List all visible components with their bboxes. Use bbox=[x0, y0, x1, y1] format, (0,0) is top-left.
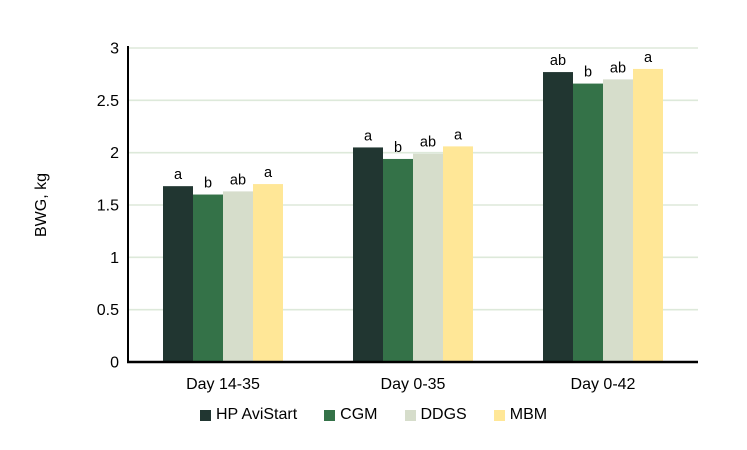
bar bbox=[383, 158, 413, 362]
legend-label-hp-avistart: HP AviStart bbox=[215, 406, 298, 423]
bar-significance-letter: a bbox=[454, 127, 463, 143]
y-tick-label: 0.5 bbox=[97, 302, 119, 319]
legend-item-mbm: MBM bbox=[493, 406, 548, 423]
legend-swatch-mbm bbox=[493, 409, 505, 421]
bar bbox=[633, 68, 663, 362]
bar bbox=[253, 184, 283, 362]
bar bbox=[573, 83, 603, 362]
bar-significance-letter: ab bbox=[420, 135, 436, 151]
bar bbox=[413, 153, 443, 362]
bar bbox=[603, 79, 633, 363]
bar-significance-letter: a bbox=[644, 50, 653, 66]
chart-legend: HP AviStart CGM DDGS MBM bbox=[0, 407, 747, 423]
bar bbox=[353, 147, 383, 362]
bar bbox=[223, 191, 253, 362]
x-category-label: Day 14-35 bbox=[186, 376, 260, 393]
bar bbox=[543, 72, 573, 362]
bar bbox=[163, 186, 193, 362]
bar-significance-letter: b bbox=[204, 176, 212, 192]
bar-significance-letter: b bbox=[394, 140, 402, 156]
y-tick-label: 1.5 bbox=[97, 198, 119, 215]
y-tick-label: 0 bbox=[110, 355, 119, 372]
bar-significance-letter: a bbox=[174, 167, 183, 183]
bar bbox=[193, 194, 223, 362]
y-axis-title: BWG, kg bbox=[33, 173, 50, 237]
y-tick-label: 1 bbox=[110, 250, 119, 267]
legend-item-hp-avistart: HP AviStart bbox=[199, 406, 298, 423]
bar-significance-letter: a bbox=[364, 128, 373, 144]
x-category-label: Day 0-42 bbox=[571, 376, 636, 393]
legend-swatch-ddgs bbox=[404, 409, 416, 421]
legend-item-ddgs: DDGS bbox=[404, 406, 467, 423]
bar-significance-letter: b bbox=[584, 65, 592, 81]
y-tick-label: 2 bbox=[110, 145, 119, 162]
bar-significance-letter: a bbox=[264, 165, 273, 181]
legend-label-cgm: CGM bbox=[340, 406, 378, 423]
legend-label-mbm: MBM bbox=[509, 406, 548, 423]
y-tick-label: 3 bbox=[110, 41, 119, 58]
legend-swatch-cgm bbox=[324, 409, 336, 421]
bar bbox=[443, 146, 473, 362]
legend-swatch-hp-avistart bbox=[199, 409, 211, 421]
legend-item-cgm: CGM bbox=[324, 406, 378, 423]
bar-significance-letter: ab bbox=[230, 172, 246, 188]
bar-significance-letter: ab bbox=[610, 60, 626, 76]
bar-significance-letter: ab bbox=[550, 53, 566, 69]
y-tick-label: 2.5 bbox=[97, 93, 119, 110]
x-category-label: Day 0-35 bbox=[381, 376, 446, 393]
legend-label-ddgs: DDGS bbox=[420, 406, 467, 423]
